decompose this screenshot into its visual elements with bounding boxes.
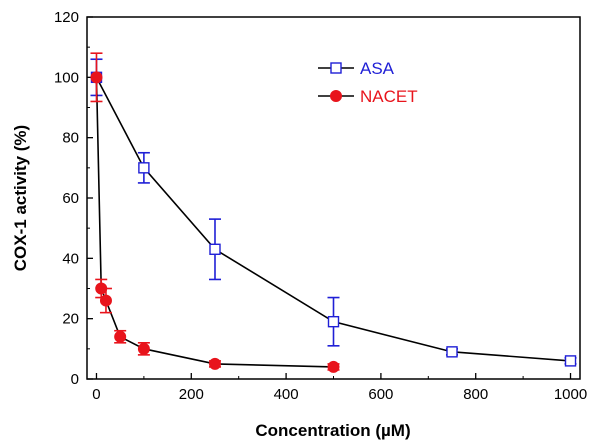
series-line-asa — [95, 76, 571, 362]
x-tick-label: 800 — [463, 386, 488, 403]
y-tick-label: 120 — [54, 9, 79, 26]
y-axis-title: COX-1 activity (%) — [11, 125, 30, 271]
data-point-nacet — [327, 360, 340, 373]
data-point-nacet — [137, 342, 150, 355]
axis-ticks — [87, 16, 572, 380]
x-tick-label: 0 — [92, 386, 100, 403]
y-tick-label: 80 — [62, 130, 79, 147]
legend-item-nacet: NACET — [318, 87, 418, 106]
series-asa — [90, 58, 577, 367]
legend-item-asa: ASA — [318, 59, 395, 78]
data-point-nacet — [208, 357, 221, 370]
series-nacet — [90, 52, 340, 373]
legend: ASA NACET — [318, 59, 418, 106]
y-tick-label: 100 — [54, 69, 79, 86]
y-tick-label: 60 — [62, 190, 79, 207]
x-tick-label: 600 — [368, 386, 393, 403]
y-tick-label: 0 — [71, 371, 79, 388]
y-tick-label: 20 — [62, 311, 79, 328]
legend-label: ASA — [360, 59, 395, 78]
x-axis-title: Concentration (µM) — [255, 421, 410, 440]
data-point-asa — [327, 315, 340, 328]
data-point-asa — [446, 346, 458, 358]
legend-marker — [330, 90, 342, 102]
data-point-nacet — [114, 330, 127, 343]
data-point-nacet — [90, 71, 103, 84]
series-layer — [90, 52, 577, 373]
data-point-nacet — [99, 294, 112, 307]
data-point-asa — [138, 162, 150, 174]
x-tick-label: 1000 — [554, 386, 587, 403]
x-tick-label: 200 — [179, 386, 204, 403]
data-point-asa — [564, 355, 577, 367]
legend-label: NACET — [360, 87, 418, 106]
legend-marker — [330, 62, 342, 74]
x-tick-label: 400 — [274, 386, 299, 403]
tick-labels: 0 200 400 600 800 1000 0 20 40 60 80 100 120 — [54, 9, 587, 403]
y-tick-label: 40 — [62, 250, 79, 267]
data-point-asa — [209, 243, 221, 255]
